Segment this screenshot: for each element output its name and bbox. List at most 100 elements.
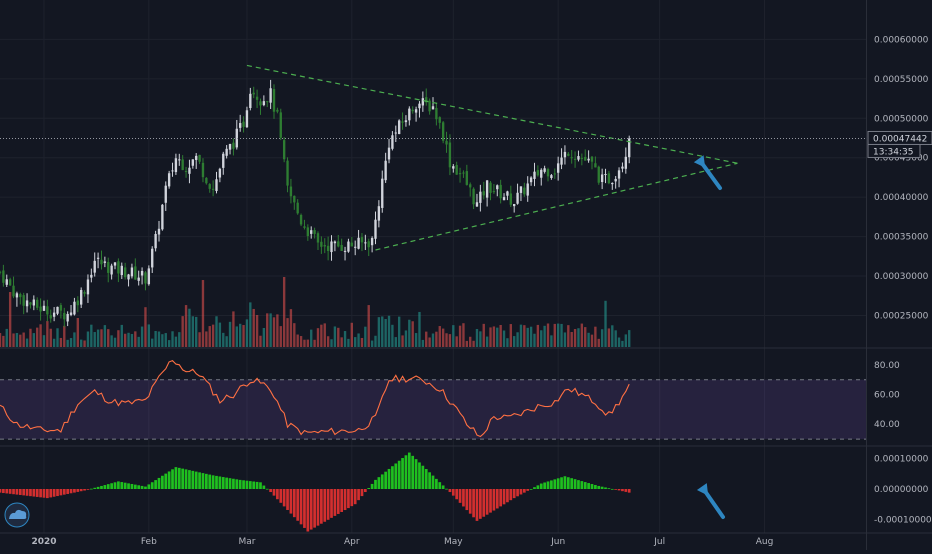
histogram-bar	[18, 489, 22, 495]
candle-body	[496, 185, 499, 190]
volume-bar	[66, 339, 69, 347]
overlays	[0, 137, 866, 528]
histogram-bar	[184, 469, 188, 489]
volume-bar	[469, 336, 472, 347]
volume-bar	[323, 323, 326, 347]
candle-body	[56, 306, 59, 314]
volume-bar	[567, 325, 570, 347]
volume-bar	[458, 325, 462, 347]
candle-body	[178, 159, 181, 161]
candle-body	[469, 184, 472, 188]
volume-bar	[2, 335, 5, 347]
volume-bar	[83, 340, 86, 347]
candle-body	[519, 186, 523, 193]
histogram-bar	[472, 489, 475, 518]
histogram-bar	[29, 489, 32, 497]
candle-body	[127, 274, 130, 280]
histogram-bar	[245, 480, 249, 489]
histogram-bar	[86, 489, 90, 490]
histogram-bar	[499, 489, 503, 507]
volume-bar	[56, 328, 59, 347]
rsi-line	[0, 359, 630, 438]
candle-body	[428, 100, 431, 112]
oscillator-arrow-icon	[696, 483, 725, 519]
candle-body	[526, 183, 529, 196]
candle-body	[151, 248, 154, 268]
candle-body	[296, 202, 299, 214]
rsi-band	[0, 379, 866, 440]
histogram-bar	[489, 489, 492, 513]
volume-bar	[553, 323, 556, 347]
histogram-bar	[566, 477, 570, 489]
candle-body	[32, 299, 36, 306]
arrow-head	[693, 155, 706, 168]
histogram-bar	[73, 489, 76, 493]
candle-body	[374, 219, 377, 239]
histogram-bar	[414, 459, 418, 489]
volume-bar	[113, 337, 117, 347]
volume-bar	[289, 309, 293, 347]
histogram-bar	[8, 489, 12, 494]
volume-bar	[282, 277, 286, 347]
candle-body	[475, 202, 479, 207]
volume-bar	[526, 327, 529, 347]
candle-body	[536, 170, 540, 176]
candlestick-series[interactable]	[0, 79, 631, 328]
histogram-bar	[370, 483, 374, 489]
volume-bar	[76, 318, 79, 347]
candle-body	[110, 265, 113, 275]
volume-bar	[103, 325, 107, 347]
volume-bar	[140, 326, 144, 347]
histogram-bar	[563, 476, 567, 489]
histogram-bar	[2, 489, 5, 494]
candle-body	[69, 312, 73, 315]
candle-body	[313, 230, 316, 234]
histogram-bar	[374, 479, 377, 489]
candle-body	[289, 186, 293, 197]
histogram-bar	[482, 489, 486, 517]
histogram-bar	[411, 455, 415, 489]
volume-bar	[445, 333, 448, 347]
volume-bar	[441, 328, 445, 347]
oscillator-panel[interactable]	[0, 452, 631, 532]
volume-bar	[171, 331, 174, 347]
triangle-trendlines[interactable]	[246, 64, 738, 251]
candle-body	[198, 154, 201, 162]
histogram-bar	[492, 489, 496, 511]
candle-body	[573, 158, 577, 160]
volume-bar	[421, 339, 425, 347]
candle-body	[36, 299, 39, 308]
candle-body	[408, 108, 411, 121]
volume-bar	[100, 329, 103, 347]
histogram-bar	[570, 478, 574, 489]
candle-body	[333, 241, 337, 244]
volume-bar	[32, 333, 36, 347]
volume-bar	[600, 329, 604, 347]
candle-body	[354, 246, 357, 248]
candle-body	[594, 163, 597, 168]
volume-bar	[12, 333, 15, 347]
rsi-panel[interactable]	[0, 359, 866, 440]
volume-bar	[587, 332, 590, 347]
candle-body	[418, 103, 421, 109]
volume-bar	[130, 333, 134, 347]
candle-body	[584, 156, 587, 161]
arrow-head	[696, 483, 709, 496]
candle-body	[42, 305, 46, 311]
volume-bar	[195, 316, 198, 347]
volume-bar	[347, 338, 350, 347]
histogram-bar	[69, 489, 73, 494]
volume-bar	[326, 336, 330, 347]
candle-body	[286, 160, 289, 186]
volume-bar	[245, 319, 249, 347]
volume-bar	[0, 333, 2, 347]
histogram-bar	[144, 486, 147, 489]
volume-bar	[272, 317, 276, 347]
volume-bar	[404, 330, 408, 347]
volume-bar	[310, 329, 313, 347]
histogram-bar	[445, 488, 448, 490]
histogram-bar	[62, 489, 66, 495]
